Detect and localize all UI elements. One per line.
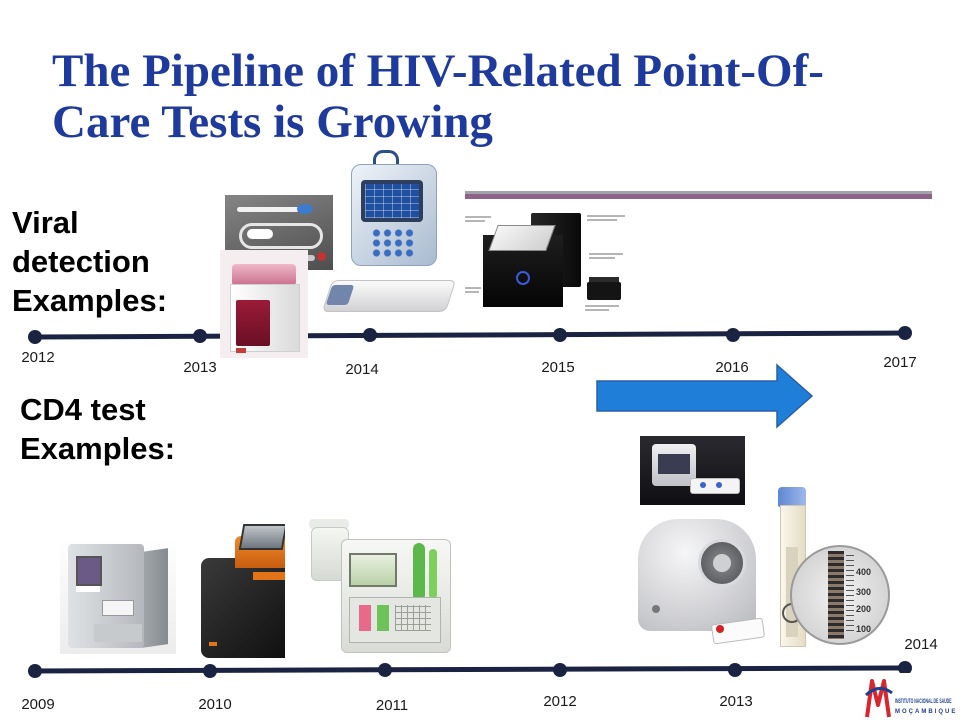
cd4-year-label-2012: 2012 <box>538 693 582 711</box>
swab-stick <box>237 207 299 212</box>
flat-tray-device <box>315 272 460 318</box>
white-cd4-analyzer-photo <box>285 513 478 660</box>
annotation-line <box>587 215 625 217</box>
cd4-year-label-2009: 2009 <box>16 696 60 714</box>
analyzer-display <box>76 556 102 586</box>
cartridge-well <box>716 482 722 488</box>
cd4-timeline-dot-2013 <box>728 663 742 677</box>
viral-timeline-line <box>35 333 905 337</box>
cd4-test-label: CD4 test Examples: <box>20 390 175 468</box>
cartridge-red-marker <box>716 625 724 633</box>
swab-tip <box>297 204 313 214</box>
analyzer-screen <box>349 553 397 587</box>
analyzer-brand-mark <box>236 348 246 353</box>
viral-detection-label: Viral detection Examples: <box>12 203 167 320</box>
sample-cartridge <box>587 282 621 300</box>
viral-year-label-2014: 2014 <box>340 361 384 379</box>
viral-year-label-2012: 2012 <box>16 349 60 367</box>
analyzer-screen <box>365 184 419 218</box>
annotation-line <box>585 305 619 307</box>
slide-title-line-1: The Pipeline of HIV-Related Point-Of- <box>52 46 824 96</box>
analyzer-lid <box>232 264 296 286</box>
annotation-line <box>587 219 617 221</box>
green-cartridge <box>377 605 389 631</box>
viral-label-line-2: detection <box>12 242 167 281</box>
strip-zoom-magnifier: 400 300 200 100 <box>790 545 890 645</box>
cd4-year-label-2010: 2010 <box>193 696 237 714</box>
logo-red-mark <box>867 681 889 717</box>
ins-mozambique-logo: INSTITUTO NACIONAL DE SAÚDE MOÇAMBIQUE <box>862 673 960 720</box>
annotation-line <box>465 220 485 222</box>
viral-timeline-dot-2014 <box>363 328 377 342</box>
analyzer-slot <box>102 600 134 616</box>
cartridge-well <box>700 482 706 488</box>
scale-label-200: 200 <box>856 604 871 614</box>
cd4-timeline-dot-2010 <box>203 664 217 678</box>
annotation-line <box>465 291 479 293</box>
green-sample-tube <box>429 549 437 599</box>
scale-label-300: 300 <box>856 587 871 597</box>
cd4-year-label-2011: 2011 <box>370 697 414 715</box>
analyzer-port <box>652 605 660 613</box>
viral-year-label-2013: 2013 <box>178 359 222 377</box>
green-sample-tube <box>413 543 425 601</box>
cd4-timeline-line <box>35 668 905 671</box>
window-inner <box>713 554 731 572</box>
sample-capsule <box>247 229 273 239</box>
tube-cap <box>317 252 326 261</box>
analyzer-keypad <box>371 228 415 258</box>
analyzer-tray <box>94 624 142 642</box>
viral-timeline-dot-2016 <box>726 328 740 342</box>
measurement-column <box>828 551 844 639</box>
viral-timeline-dot-2012 <box>28 330 42 344</box>
viral-label-line-1: Viral <box>12 203 167 242</box>
viral-year-label-2015: 2015 <box>536 359 580 377</box>
scale-label-400: 400 <box>856 567 871 577</box>
viral-label-line-3: Examples: <box>12 281 167 320</box>
analyzer-indicator <box>209 642 217 646</box>
cd4-timeline-dot-2009 <box>28 664 42 678</box>
grey-cd4-analyzer-photo <box>60 538 176 654</box>
cd4-label-line-1: CD4 test <box>20 390 175 429</box>
red-front-analyzer-device <box>220 250 308 358</box>
cd4-test-strip-photo: 400 300 200 100 <box>770 487 892 647</box>
scale-label-100: 100 <box>856 624 871 634</box>
viral-timeline-dot-2015 <box>553 328 567 342</box>
rounded-cd4-analyzer-photo <box>630 505 770 655</box>
black-box-analyzer-photo <box>463 207 633 325</box>
ins-logo-icon <box>864 675 894 719</box>
slide-title-line-2: Care Tests is Growing <box>52 97 493 147</box>
logo-text-line-2: MOÇAMBIQUE <box>895 709 957 715</box>
handheld-analyzer-device <box>343 150 443 268</box>
cd4-timeline-dot-2011 <box>378 663 392 677</box>
viral-year-label-2016: 2016 <box>710 359 754 377</box>
annotation-line <box>585 309 609 311</box>
annotation-line <box>589 253 623 255</box>
logo-text-line-1: INSTITUTO NACIONAL DE SAÚDE <box>895 699 952 705</box>
analyzer-tilted-screen <box>239 524 288 550</box>
annotation-line <box>465 216 491 218</box>
viral-timeline-dot-2013 <box>193 329 207 343</box>
cd4-year-label-2014: 2014 <box>899 636 943 654</box>
viral-timeline-dot-2017 <box>898 326 912 340</box>
analyzer-side <box>142 548 168 648</box>
cd4-label-line-2: Examples: <box>20 429 175 468</box>
cd4-timeline-dot-2012 <box>553 663 567 677</box>
annotation-line <box>589 257 615 259</box>
viral-year-label-2017: 2017 <box>878 354 922 372</box>
annotation-line <box>465 287 481 289</box>
analyzer-label <box>76 586 100 592</box>
cd4-year-label-2013: 2013 <box>714 693 758 711</box>
analyzer-front-panel <box>236 300 270 346</box>
device-front <box>658 454 690 474</box>
right-arrow-icon <box>597 365 812 427</box>
touchscreen-display <box>488 225 555 251</box>
strip-blue-cap <box>778 487 806 507</box>
compact-cd4-device-photo <box>640 436 745 506</box>
reagent-grid <box>395 605 431 631</box>
pink-cartridge <box>359 605 371 631</box>
test-cartridge <box>690 478 740 494</box>
scale-ticks <box>846 555 854 635</box>
power-button-icon <box>516 271 530 285</box>
